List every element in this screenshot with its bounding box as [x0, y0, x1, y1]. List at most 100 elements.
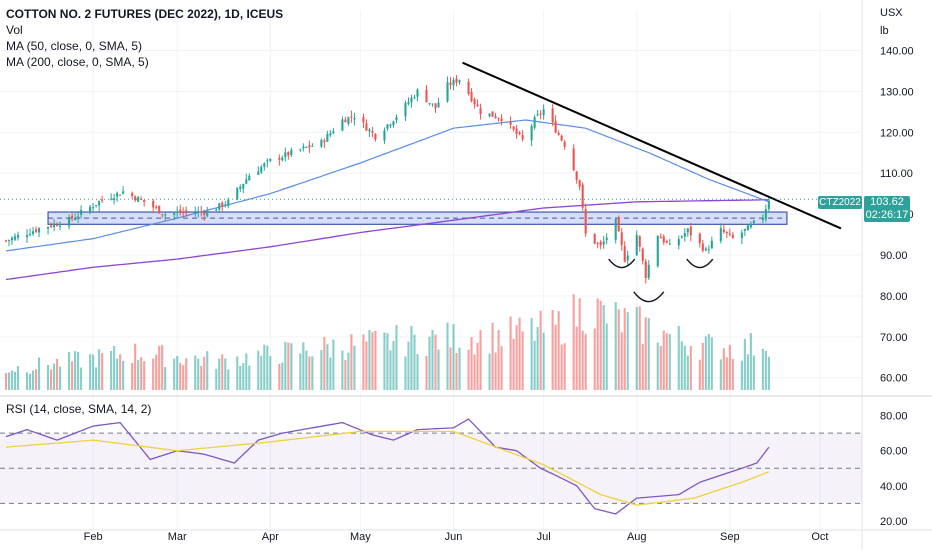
volume-bar	[140, 357, 143, 390]
candle-body	[10, 237, 14, 241]
candle-body	[389, 124, 392, 126]
volume-bar	[410, 325, 413, 390]
candle-body	[31, 231, 35, 235]
volume-bar	[161, 344, 164, 390]
volume-bar	[719, 359, 722, 390]
volume-bar	[50, 369, 53, 390]
volume-bar	[686, 355, 689, 390]
candle-body	[350, 116, 353, 118]
candle-body	[221, 202, 224, 207]
volume-bar	[155, 354, 158, 390]
volume-bar	[494, 352, 497, 390]
candle-body	[236, 187, 239, 200]
candle-body	[563, 141, 566, 147]
candle-body	[197, 211, 200, 213]
volume-bar	[722, 348, 725, 390]
price-axis-label: 60.00	[880, 373, 908, 385]
volume-bar	[701, 342, 704, 390]
candle-body	[98, 201, 101, 206]
study-volume[interactable]: Vol	[6, 23, 23, 37]
candle-body	[287, 151, 290, 156]
volume-bar	[509, 316, 512, 390]
volume-bar	[491, 322, 494, 390]
volume-bar	[239, 365, 242, 390]
volume-bar	[473, 354, 476, 390]
volume-bar	[536, 326, 539, 390]
volume-bar	[617, 309, 620, 390]
ma200-line[interactable]	[5, 199, 769, 281]
candle-body	[137, 196, 140, 202]
volume-bar	[431, 330, 434, 390]
volume-bar	[56, 358, 59, 390]
candle-body	[110, 198, 113, 200]
candle-body	[290, 149, 293, 155]
rsi-legend[interactable]: RSI (14, close, SMA, 14, 2)	[6, 402, 152, 416]
candle-body	[278, 158, 281, 160]
descending-trendline[interactable]	[462, 61, 842, 230]
volume-bar	[119, 354, 122, 390]
volume-bar	[374, 330, 377, 390]
right-shoulder-arc[interactable]	[686, 258, 714, 269]
rsi-ma-line[interactable]	[5, 430, 770, 506]
volume-bar	[371, 332, 374, 390]
head-arc[interactable]	[633, 291, 665, 303]
volume-bar	[7, 372, 11, 390]
study-ma50[interactable]: MA (50, close, 0, SMA, 5)	[6, 39, 143, 53]
candle-body	[245, 179, 248, 184]
candle-body	[677, 239, 680, 246]
volume-bar	[302, 342, 305, 390]
volume-bar	[227, 369, 230, 390]
volume-bar	[593, 328, 596, 390]
volume-bar	[578, 298, 581, 390]
volume-bar	[329, 357, 332, 390]
volume-bar	[740, 360, 743, 390]
volume-bar	[656, 342, 659, 390]
volume-bar	[707, 333, 710, 390]
left-shoulder-arc[interactable]	[608, 258, 636, 269]
time-axis-label: Jul	[537, 531, 551, 543]
candle-body	[731, 234, 734, 238]
volume-bar	[455, 352, 458, 390]
volume-bar	[206, 351, 209, 390]
time-axis-label: Oct	[811, 531, 828, 543]
volume-bar	[311, 356, 314, 390]
rsi-axis-label: 60.00	[880, 446, 908, 458]
candle-body	[521, 135, 524, 140]
volume-bar	[638, 306, 641, 390]
candle-body	[614, 219, 617, 240]
candle-body	[56, 224, 59, 226]
candle-body	[164, 214, 167, 216]
volume-bar	[533, 340, 536, 390]
volume-bar	[134, 343, 137, 390]
candle-body	[161, 214, 164, 216]
volume-bar	[572, 294, 575, 390]
chart-legend: COTTON NO. 2 FUTURES (DEC 2022), 1D, ICE…	[6, 6, 283, 70]
volume-bar	[677, 325, 680, 390]
candle-body	[257, 171, 260, 175]
volume-bar	[284, 341, 287, 390]
candle-body	[395, 117, 398, 121]
volume-bar	[386, 333, 389, 390]
volume-bar	[395, 325, 398, 390]
candle-body	[719, 228, 722, 241]
candle-body	[89, 206, 92, 212]
volume-bar	[635, 306, 638, 390]
volume-bar	[77, 351, 80, 390]
candle-body	[173, 213, 176, 215]
volume-bar	[731, 359, 734, 390]
candle-body	[752, 220, 755, 223]
volume-bar	[260, 355, 263, 390]
volume-bar	[16, 366, 20, 390]
time-axis-label: Jun	[445, 531, 463, 543]
rsi-line[interactable]	[5, 418, 770, 515]
ma50-line[interactable]	[5, 119, 770, 252]
volume-bar	[404, 356, 407, 390]
candle-body	[59, 225, 62, 227]
candle-body	[122, 191, 125, 194]
candle-body	[647, 264, 650, 278]
candle-body	[95, 205, 98, 207]
study-ma200[interactable]: MA (200, close, 0, SMA, 5)	[6, 55, 149, 69]
candle-body	[497, 118, 500, 120]
